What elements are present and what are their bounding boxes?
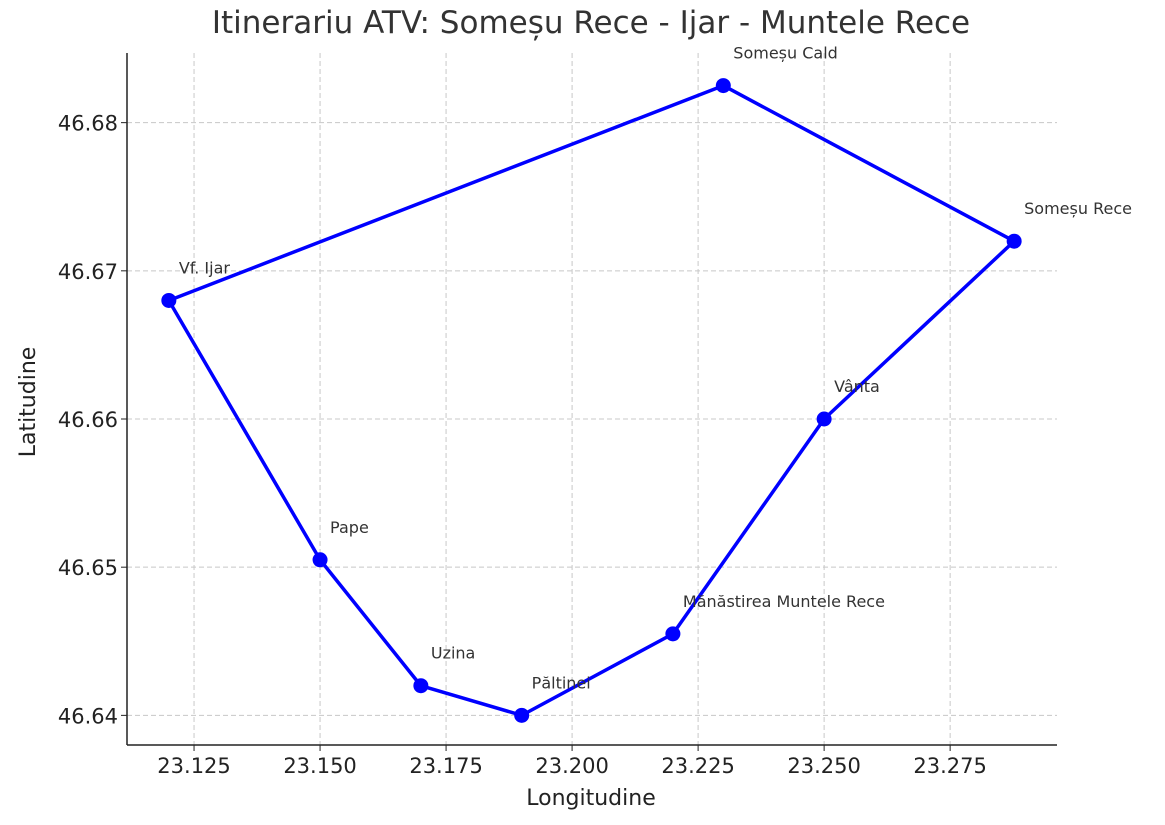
route-point [816,411,832,427]
x-tick-label: 23.125 [157,754,230,778]
x-tick-label: 23.200 [535,754,608,778]
x-tick-label: 23.250 [787,754,860,778]
x-tick-label: 23.175 [409,754,482,778]
x-tick-label: 23.275 [913,754,986,778]
x-axis-label: Longitudine [526,786,655,811]
route-point [665,626,681,642]
point-label: Vânta [834,377,880,396]
route-point [413,678,429,694]
y-tick-label: 46.64 [58,704,118,728]
point-label: Vf. Ijar [179,258,231,277]
route-line [167,83,1016,718]
point-label: Pape [330,518,369,537]
y-tick-label: 46.65 [58,556,118,580]
x-tick-label: 23.150 [283,754,356,778]
point-label: Uzina [431,644,476,663]
x-tick-label: 23.225 [661,754,734,778]
chart-title: Itinerariu ATV: Someșu Rece - Ijar - Mun… [212,5,970,41]
y-axis-label: Latitudine [16,347,41,458]
route-point [1006,233,1022,249]
y-tick-label: 46.68 [58,112,118,136]
route-point [161,292,177,308]
y-tick-label: 46.67 [58,260,118,284]
y-tick-label: 46.66 [58,408,118,432]
point-label: Someșu Cald [733,44,838,63]
point-label: Păltinei [532,673,591,692]
route-point [312,552,328,568]
route-point [514,707,530,723]
point-label: Someșu Rece [1024,199,1132,218]
point-label: Mănăstirea Muntele Rece [683,592,885,611]
route-point [715,78,731,94]
